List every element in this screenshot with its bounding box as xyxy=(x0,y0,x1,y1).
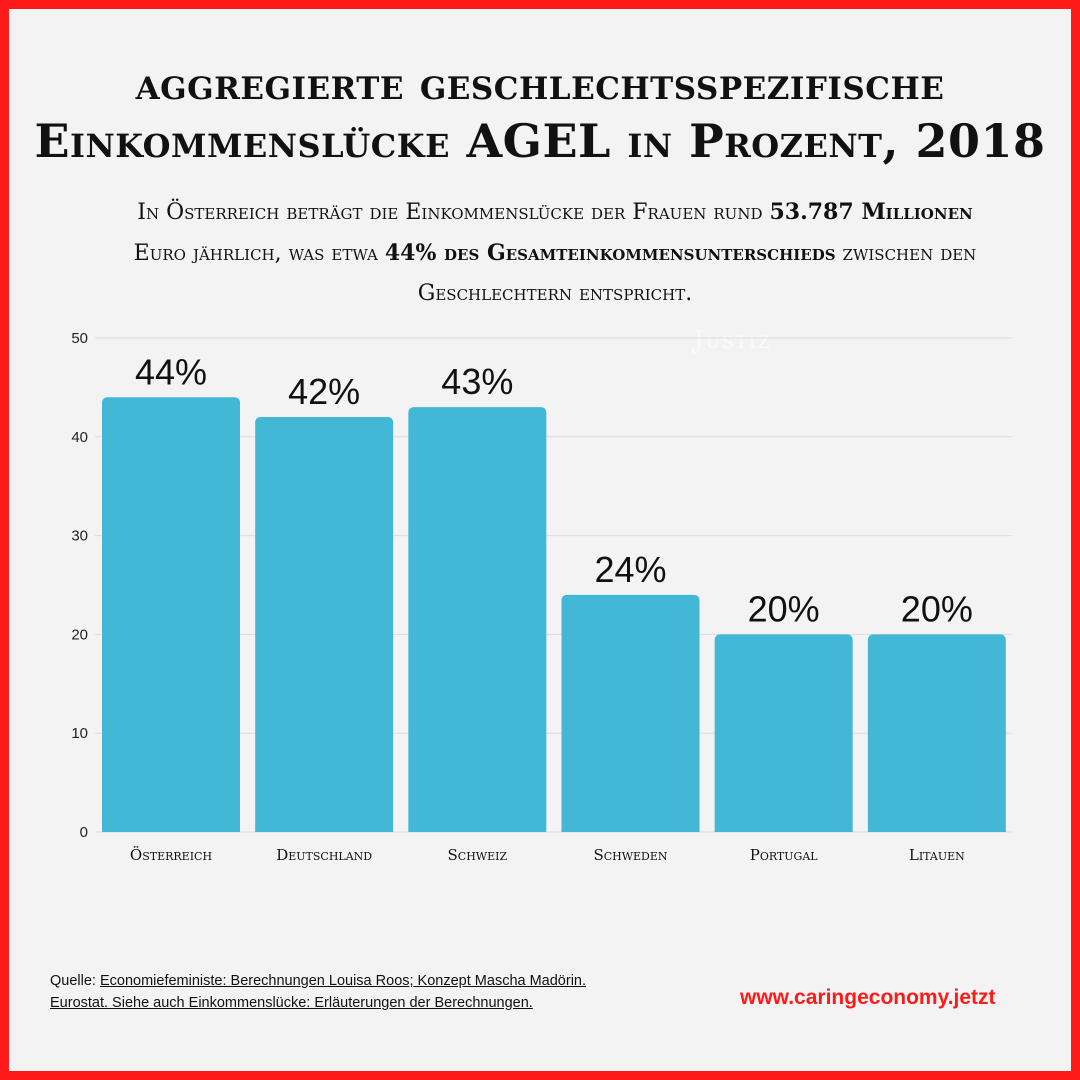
bar xyxy=(255,417,394,832)
bar xyxy=(714,634,853,832)
data-label: 20% xyxy=(901,588,973,629)
subtitle-part-3: zwischen den Geschlechtern entspricht. xyxy=(417,241,977,306)
source-prefix: Quelle: xyxy=(50,973,100,989)
x-tick-label: Schweden xyxy=(593,846,667,864)
subtitle-bold-amount: 53.787 Millionen xyxy=(769,199,973,225)
data-label: 44% xyxy=(135,351,207,392)
x-tick-label: Deutschland xyxy=(276,846,372,864)
title-line-1: aggregierte geschlechtsspezifische xyxy=(135,59,945,110)
bar xyxy=(102,397,240,832)
subtitle-part-2: Euro jährlich, was etwa xyxy=(133,241,385,266)
subtitle-bold-share: 44% des Gesamteinkommensunterschieds xyxy=(384,240,836,266)
data-label: 43% xyxy=(441,361,513,402)
x-tick-label: Schweiz xyxy=(448,846,508,864)
x-tick-label: Österreich xyxy=(130,846,212,864)
bar xyxy=(408,407,547,832)
chart-title: aggregierte geschlechtsspezifische Einko… xyxy=(0,58,1080,170)
watermark-text: Justiz xyxy=(694,326,772,354)
bar xyxy=(867,634,1006,832)
y-tick-label: 20 xyxy=(71,626,88,643)
y-tick-label: 50 xyxy=(71,330,88,347)
y-tick-label: 0 xyxy=(80,824,88,841)
bar xyxy=(561,594,700,832)
y-tick-label: 10 xyxy=(71,725,88,742)
y-tick-label: 30 xyxy=(71,528,88,545)
source-link-line-2[interactable]: Eurostat. Siehe auch Einkommenslücke: Er… xyxy=(50,995,533,1011)
x-tick-label: Litauen xyxy=(909,846,965,864)
y-tick-label: 40 xyxy=(71,429,88,446)
data-label: 24% xyxy=(594,549,666,590)
source-footer: Quelle: Economiefeministe: Berechnungen … xyxy=(50,970,710,1014)
website-url[interactable]: www.caringeconomy.jetzt xyxy=(740,986,996,1009)
source-link-line-1[interactable]: Economiefeministe: Berechnungen Louisa R… xyxy=(99,973,587,989)
chart-subtitle: In Österreich beträgt die Einkommenslück… xyxy=(60,192,1050,314)
x-tick-label: Portugal xyxy=(750,846,819,864)
title-line-2: Einkommenslücke AGEL in Prozent, 2018 xyxy=(34,114,1046,168)
subtitle-part-1: In Österreich beträgt die Einkommenslück… xyxy=(137,200,770,225)
data-label: 42% xyxy=(288,371,360,412)
data-label: 20% xyxy=(748,588,820,629)
